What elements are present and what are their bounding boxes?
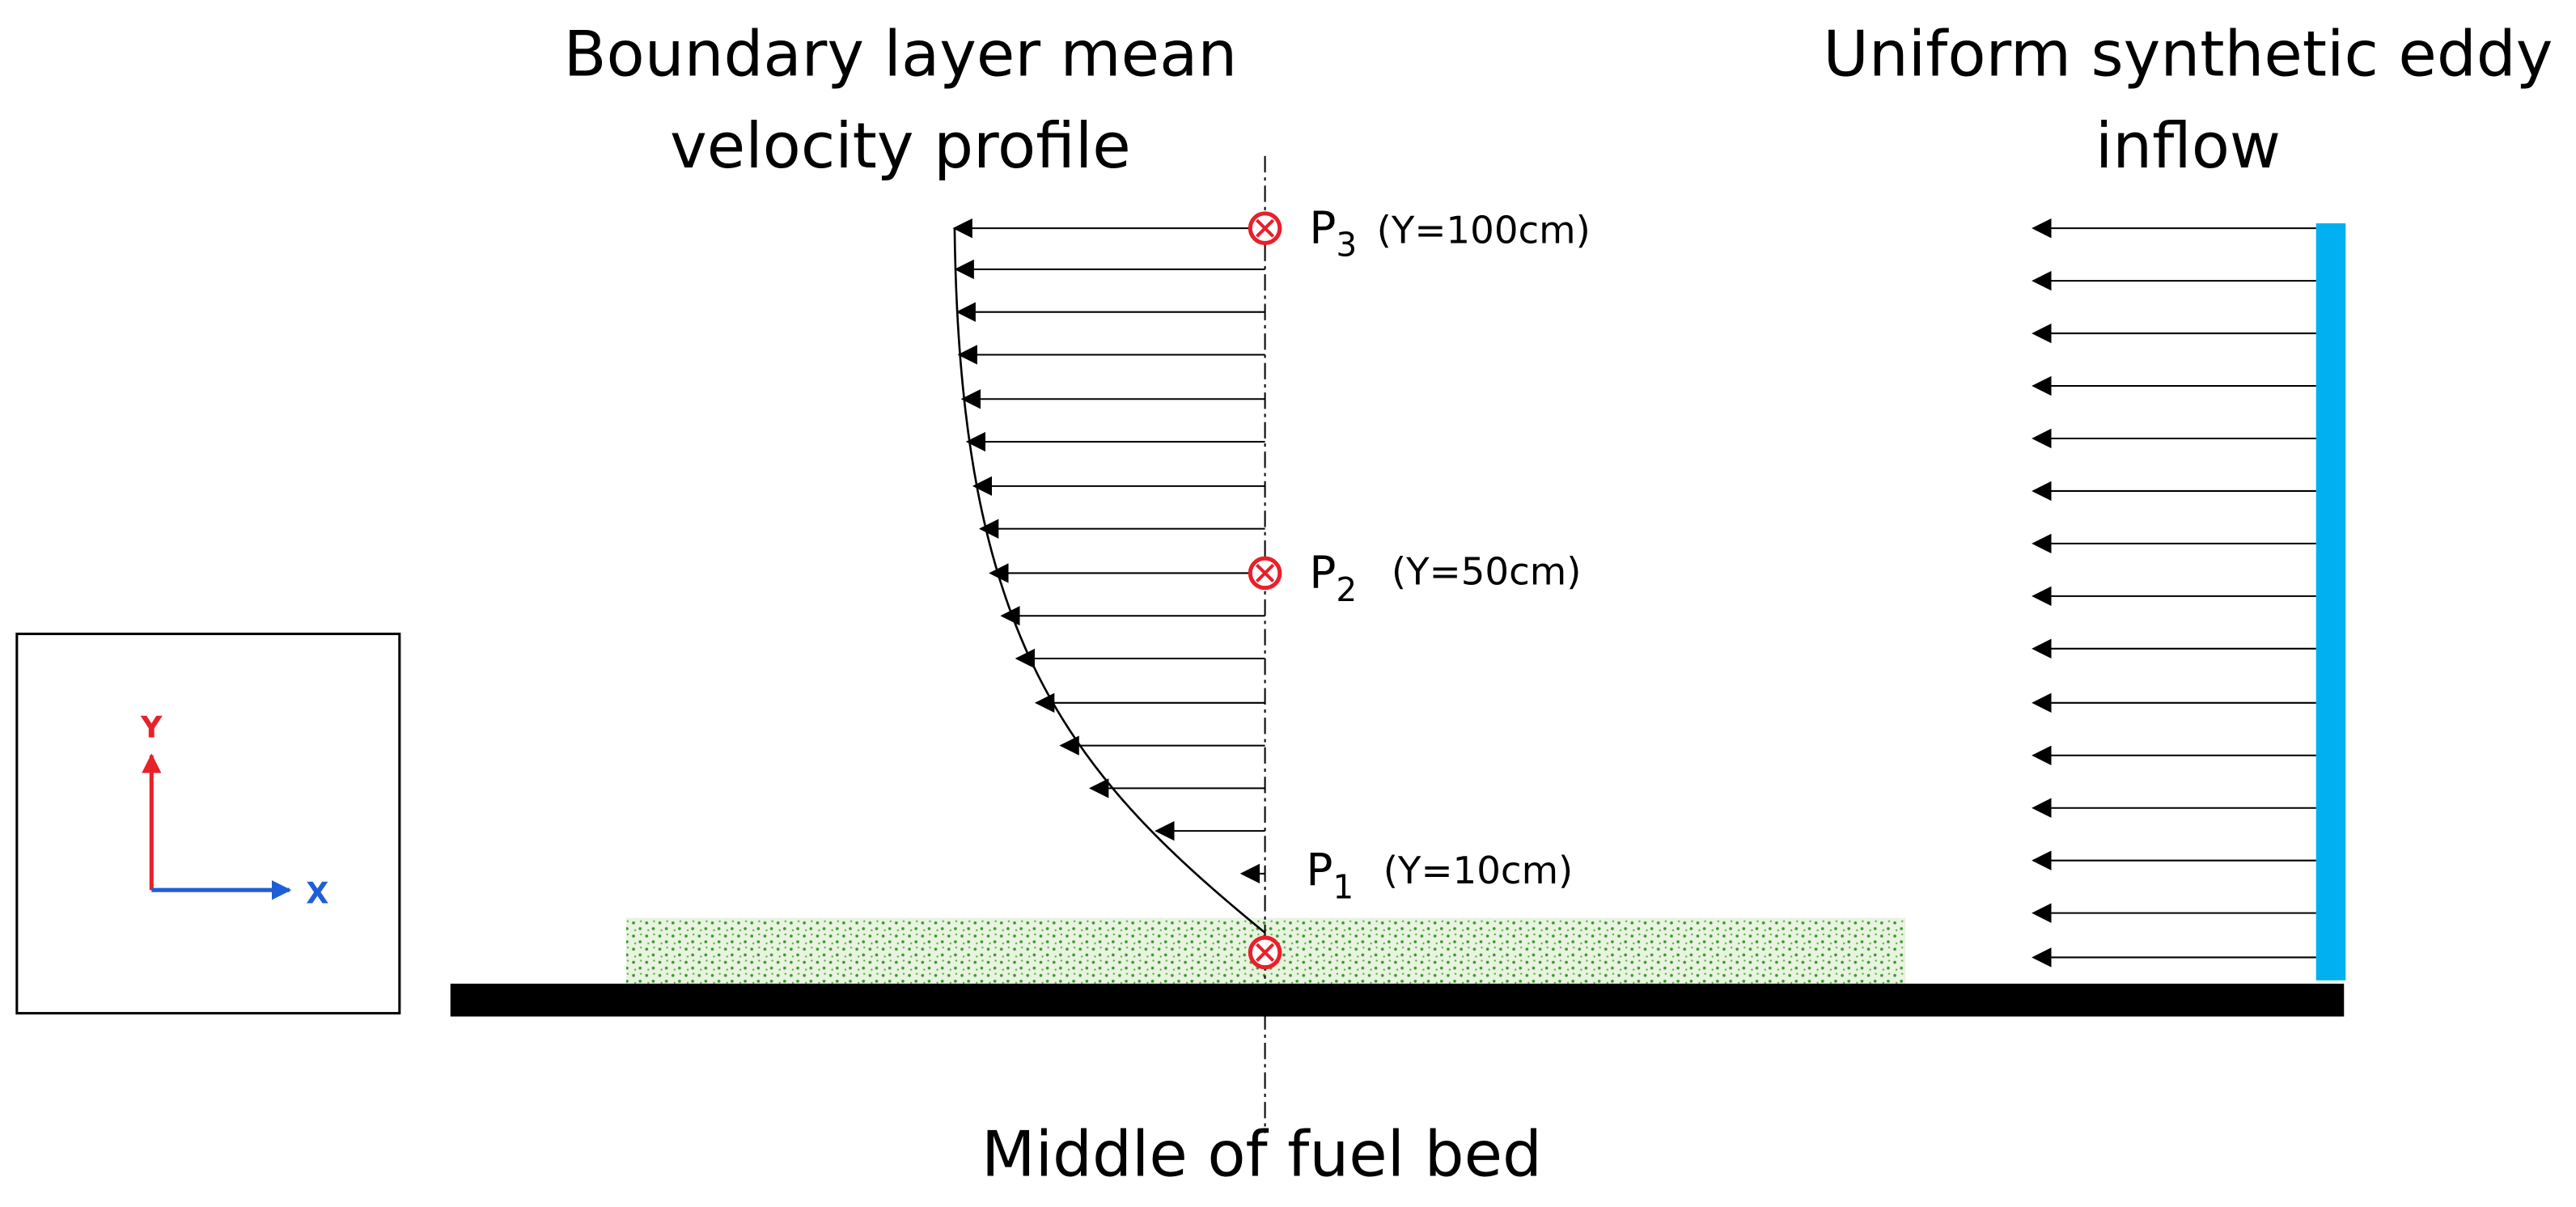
probe-marker	[1248, 935, 1282, 970]
probe-label: P2	[1309, 547, 1357, 609]
probe-name: P	[1309, 547, 1336, 599]
probe-label: P1	[1306, 844, 1354, 906]
x-axis-label: X	[306, 875, 328, 910]
inflow-plane	[2315, 223, 2346, 980]
probe-index: 2	[1336, 570, 1357, 609]
inflow-title: Uniform synthetic eddy	[1823, 18, 2553, 91]
probe-name: P	[1306, 844, 1332, 896]
profile-title: velocity profile	[670, 110, 1131, 183]
probe-marker	[1248, 211, 1282, 245]
probe-markers	[1248, 211, 1282, 970]
y-axis-label: Y	[140, 709, 163, 744]
ground	[450, 983, 2345, 1017]
axes-box	[15, 633, 401, 1014]
profile-title: Boundary layer mean	[564, 18, 1238, 91]
inflow-title: inflow	[2095, 110, 2281, 183]
caption: Middle of fuel bed	[981, 1118, 1542, 1191]
probe-marker	[1248, 556, 1282, 591]
velocity-profile-curve	[953, 228, 1266, 934]
probe-height: (Y=50cm)	[1392, 551, 1582, 595]
probe-name: P	[1309, 201, 1336, 253]
arrows	[952, 218, 2316, 968]
probe-index: 3	[1336, 226, 1357, 265]
probe-label: P3	[1309, 201, 1357, 264]
probe-height: (Y=100cm)	[1377, 209, 1591, 252]
probe-index: 1	[1332, 867, 1354, 906]
probe-height: (Y=10cm)	[1383, 849, 1574, 893]
